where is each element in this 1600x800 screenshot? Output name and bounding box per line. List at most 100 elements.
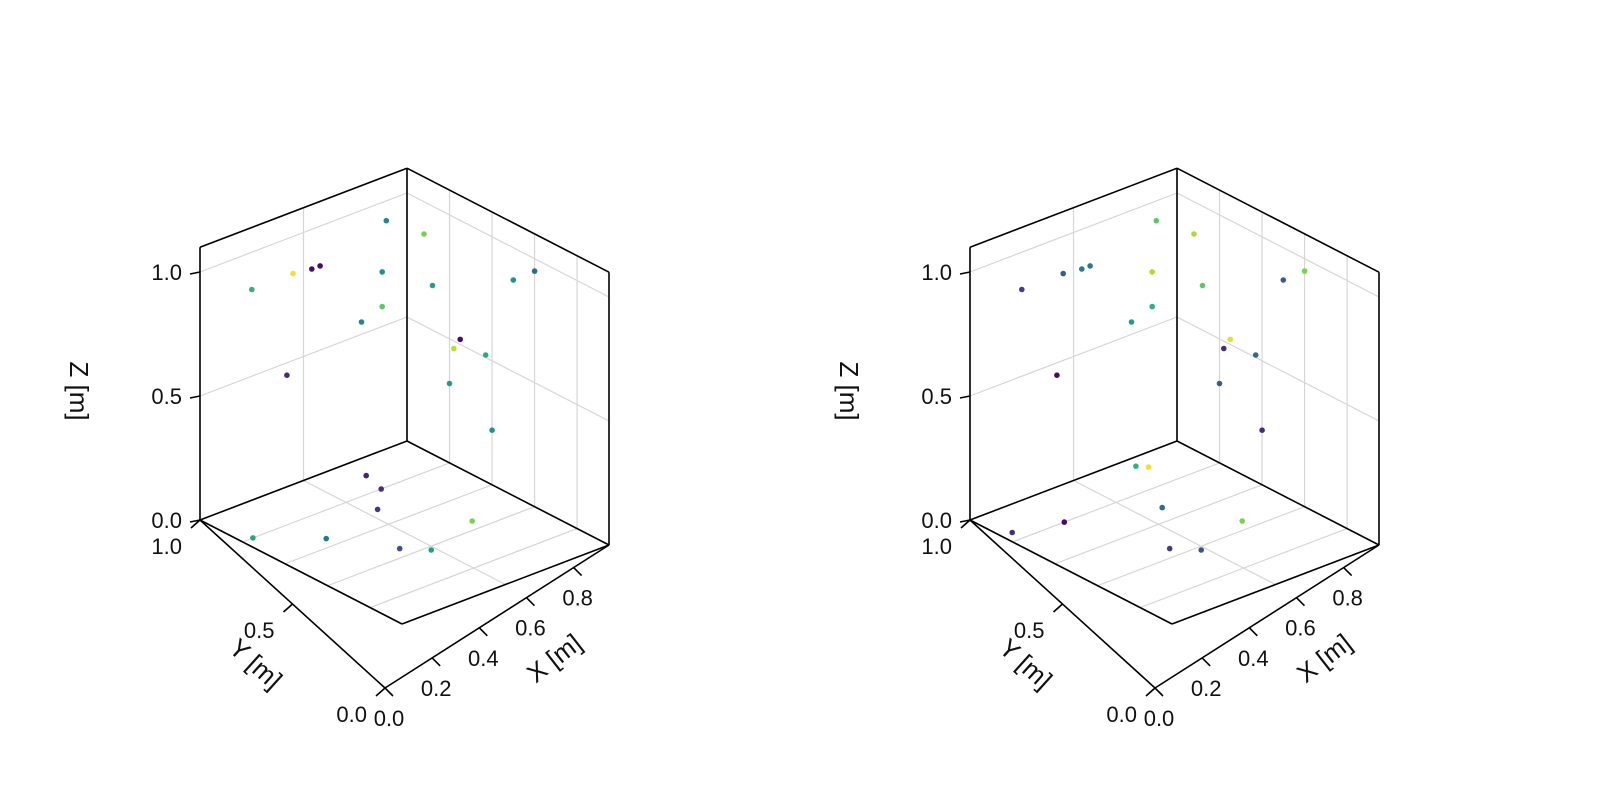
data-point — [1054, 372, 1060, 379]
data-point — [1221, 345, 1227, 352]
z-tick-label: 0.5 — [921, 384, 952, 409]
data-point — [378, 486, 385, 492]
data-point — [446, 380, 453, 387]
wall-grid-z — [969, 192, 1178, 273]
data-point — [1280, 277, 1287, 283]
x-tick-label: 0.4 — [1238, 646, 1269, 671]
data-point — [1079, 266, 1085, 272]
z-tick-label: 1.0 — [151, 260, 182, 285]
y-tick-label: 0.0 — [336, 702, 367, 727]
frame-edge — [199, 519, 403, 625]
wall-grid-z — [199, 192, 408, 273]
wall-grid-z2 — [406, 316, 610, 422]
z-tick-label: 0.0 — [151, 508, 182, 533]
y-tick-label: 0.5 — [1014, 618, 1045, 643]
data-point — [1199, 282, 1206, 289]
data-point — [1149, 303, 1155, 310]
data-point — [284, 372, 290, 379]
z-tick-mark — [189, 395, 201, 399]
x-tick-label: 0.8 — [562, 586, 593, 611]
data-point — [290, 270, 296, 277]
frame-edge — [1176, 440, 1380, 546]
y-tick-mark — [190, 519, 201, 529]
data-point — [396, 545, 403, 552]
data-point — [1060, 270, 1066, 277]
data-point — [363, 472, 370, 479]
data-point — [457, 336, 464, 343]
frame-edge — [969, 519, 1173, 625]
panel-2: 0.00.51.0Z [m]0.00.51.0Y [m]0.00.20.40.6… — [834, 167, 1380, 731]
panel-1: 0.00.51.0Z [m]0.00.51.0Y [m]0.00.20.40.6… — [64, 167, 610, 731]
data-point — [383, 217, 390, 224]
data-point — [358, 319, 365, 325]
x-axis-line — [1154, 544, 1380, 689]
data-point — [1019, 286, 1025, 293]
data-point — [1239, 518, 1245, 524]
y-tick-mark — [375, 687, 386, 697]
x-tick-label: 0.6 — [515, 616, 546, 641]
frame-edge — [406, 440, 610, 546]
frame-edge — [1176, 167, 1380, 273]
x-tick-mark — [1154, 687, 1164, 697]
frame-edge — [401, 544, 610, 625]
z-tick-label: 0.5 — [151, 384, 182, 409]
x-tick-mark — [1343, 567, 1353, 577]
data-point — [323, 535, 330, 542]
data-point — [1259, 427, 1265, 434]
x-tick-mark — [1295, 597, 1306, 607]
data-point — [1198, 547, 1204, 553]
data-point — [379, 269, 386, 275]
data-point — [1145, 464, 1152, 470]
x-tick-mark — [1248, 627, 1258, 637]
data-point — [1153, 217, 1160, 224]
x-tick-mark — [478, 627, 488, 637]
data-point — [374, 506, 381, 513]
x-tick-mark — [1201, 657, 1211, 667]
wall-grid-z — [969, 316, 1178, 397]
z-tick-label: 1.0 — [921, 260, 952, 285]
x-tick-mark — [573, 567, 583, 577]
y-tick-label: 1.0 — [921, 534, 952, 559]
z-axis-label: Z [m] — [834, 361, 864, 420]
data-point — [379, 303, 386, 310]
data-point — [309, 266, 315, 272]
y-tick-mark — [1052, 603, 1064, 613]
data-point — [421, 231, 427, 237]
data-point — [1252, 352, 1259, 358]
x-tick-label: 0.2 — [421, 676, 452, 701]
x-tick-label: 0.4 — [468, 646, 499, 671]
data-point — [1128, 319, 1135, 325]
x-tick-mark — [431, 657, 441, 667]
data-point — [1191, 231, 1197, 237]
y-tick-mark — [1145, 687, 1156, 697]
floor-grid-y — [303, 479, 506, 586]
z-tick-label: 0.0 — [921, 508, 952, 533]
data-point — [1087, 263, 1093, 269]
data-point — [1159, 504, 1165, 511]
x-tick-label: 0.8 — [1332, 586, 1363, 611]
data-point — [249, 286, 255, 293]
x-tick-label: 0.2 — [1191, 676, 1222, 701]
data-point — [531, 268, 538, 274]
z-axis-label: Z [m] — [64, 361, 94, 420]
z-tick-mark — [189, 519, 201, 523]
frame-edge — [199, 440, 408, 521]
x-tick-label: 0.6 — [1285, 616, 1316, 641]
wall-grid-z2 — [1176, 192, 1380, 298]
data-point — [317, 263, 323, 269]
y-tick-label: 0.5 — [244, 618, 275, 643]
frame-edge — [969, 440, 1178, 521]
y-tick-mark — [282, 603, 294, 613]
floor-grid-y — [1073, 479, 1276, 586]
frame-edge — [1171, 544, 1380, 625]
x-tick-label: 0.0 — [1144, 706, 1175, 731]
data-point — [428, 547, 435, 553]
z-tick-mark — [959, 395, 971, 399]
data-point — [489, 427, 495, 434]
data-point — [482, 352, 489, 358]
wall-grid-z — [199, 316, 408, 397]
data-point — [1133, 463, 1139, 470]
x-tick-label: 0.0 — [374, 706, 405, 731]
data-point — [451, 345, 457, 352]
